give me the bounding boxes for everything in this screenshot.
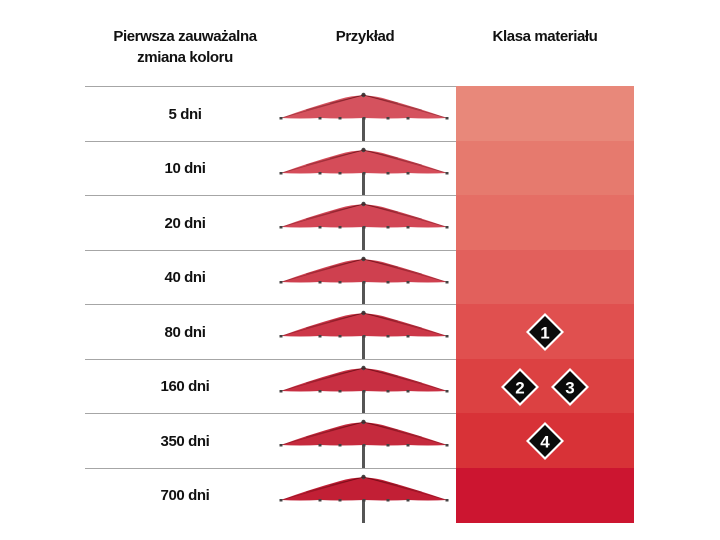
diamond-number-badge-icon: 2 [501,367,539,406]
umbrella-icon [279,201,449,250]
header-material-class: Klasa materiału [492,28,598,45]
fade-swatch [456,358,634,414]
badge-number: 2 [515,378,524,397]
table-row: 80 dni 1 [85,304,634,360]
header-first-change: Pierwsza zauważalna zmiana koloru [85,26,285,68]
duration-label: 20 dni [164,214,206,232]
fade-swatch [456,140,634,196]
duration-label: 5 dni [168,105,202,123]
duration-label: 80 dni [164,323,206,341]
fade-swatch [456,249,634,305]
fade-swatch [456,195,634,251]
duration-label: 10 dni [164,160,206,177]
table-row: 160 dni 2 3 [85,358,634,414]
table-row: 20 dni [85,195,634,251]
badge-number: 1 [540,324,549,343]
header-first-change-line-1: Pierwsza zauważalna [113,28,257,45]
umbrella-icon [279,419,449,468]
diamond-number-badge-icon: 3 [551,367,589,406]
umbrella-icon [279,256,449,305]
umbrella-icon [279,474,449,523]
umbrella-icon [279,92,449,141]
table-row: 350 dni 4 [85,413,634,469]
fade-swatch [456,86,634,142]
umbrella-icon [279,147,449,196]
header-first-change-line-2: zmiana koloru [137,49,233,66]
duration-label: 350 dni [160,432,210,450]
material-class-badges: 1 [456,305,634,359]
badge-number: 3 [565,378,574,397]
badge-number: 4 [540,433,550,452]
umbrella-icon [279,365,449,414]
header-example: Przykład [335,28,395,45]
duration-label: 160 dni [160,378,210,395]
fade-table: 5 dni 10 dni 20 dni 40 dni 80 dni 1 160 dni 2 3 3… [85,86,634,523]
duration-label: 40 dni [164,269,206,286]
fade-swatch [456,467,634,523]
diamond-number-badge-icon: 1 [526,313,564,351]
table-row: 5 dni [85,86,634,142]
diamond-number-badge-icon: 4 [526,422,564,460]
material-class-badges: 4 [456,414,634,468]
umbrella-icon [279,310,449,359]
duration-label: 700 dni [160,487,210,504]
table-row: 10 dni [85,140,634,196]
table-row: 700 dni [85,467,634,523]
table-row: 40 dni [85,249,634,305]
